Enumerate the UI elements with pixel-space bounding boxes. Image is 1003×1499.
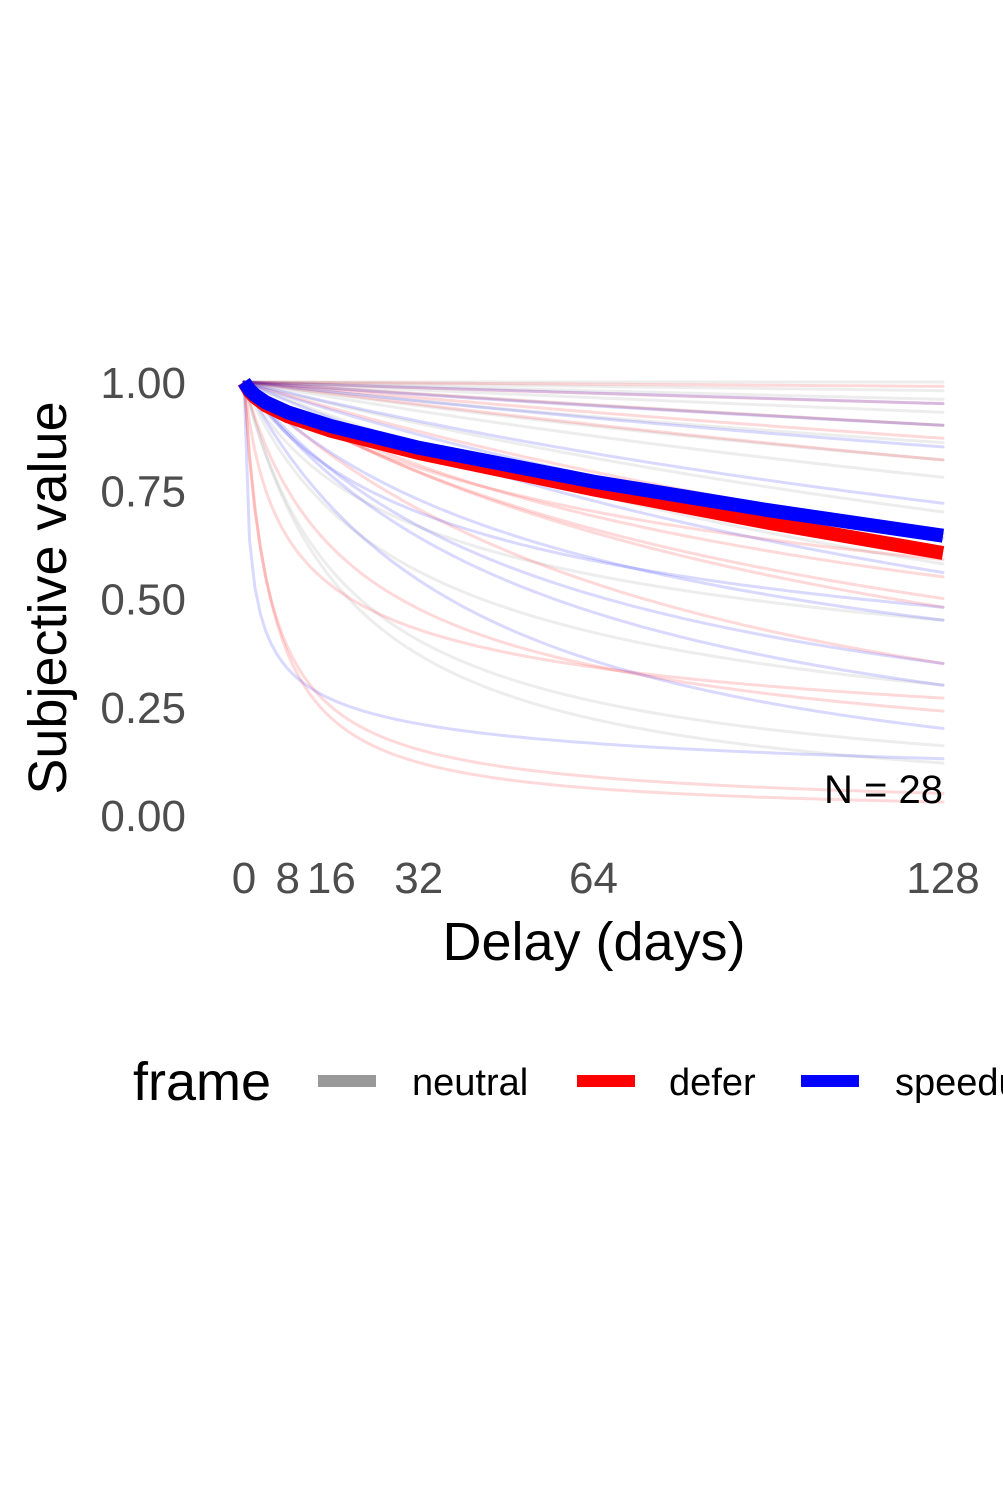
x-tick-label: 64 [569, 854, 618, 903]
curve-neutral-4 [242, 380, 945, 427]
curve-neutral-1 [242, 380, 945, 393]
legend-item-defer: defer [577, 1062, 756, 1104]
y-tick-label: 1.00 [100, 359, 186, 408]
x-tick-label: 128 [906, 854, 979, 903]
summary-line-speedup [238, 377, 945, 543]
curve-neutral-11 [242, 380, 945, 687]
legend-swatch [318, 1075, 376, 1087]
x-tick-label: 0 [232, 854, 256, 903]
x-axis-title: Delay (days) [442, 912, 745, 972]
curve-defer-26 [242, 380, 945, 713]
curve-speedup-32 [242, 380, 945, 505]
legend-item-neutral: neutral [318, 1062, 528, 1104]
y-tick-label: 0.50 [100, 576, 186, 625]
curve-neutral-2 [242, 380, 945, 401]
y-tick-label: 0.00 [100, 792, 186, 841]
curve-neutral-5 [242, 380, 945, 445]
y-axis-title: Subjective value [18, 401, 78, 794]
legend-title: frame [133, 1052, 271, 1112]
curve-defer-14 [242, 380, 945, 388]
y-tick-label: 0.75 [100, 467, 186, 516]
curve-neutral-6 [242, 380, 945, 462]
curve-speedup-36 [242, 380, 945, 622]
curve-defer-25 [242, 380, 945, 700]
curve-defer-27 [242, 380, 945, 795]
curve-defer-20 [242, 380, 945, 561]
curve-neutral-10 [242, 380, 945, 622]
curve-defer-15 [242, 380, 945, 406]
summary-curves [237, 377, 945, 560]
curve-neutral-7 [242, 380, 945, 479]
legend-label: defer [669, 1062, 756, 1104]
legend-label: speedup [895, 1062, 1003, 1104]
curve-speedup-39 [242, 380, 945, 730]
curve-speedup-30 [242, 380, 945, 427]
x-tick-label: 16 [307, 854, 356, 903]
curve-neutral-13 [242, 380, 945, 765]
individual-curves [242, 380, 945, 804]
curve-defer-24 [242, 380, 945, 665]
curve-defer-18 [242, 380, 945, 462]
x-tick-label: 8 [275, 854, 299, 903]
curve-speedup-38 [242, 380, 945, 687]
curve-speedup-40 [242, 380, 945, 761]
legend-items: neutral defer speedup [318, 1062, 1003, 1104]
curve-speedup-37 [242, 380, 945, 665]
y-tick-labels: 0.00 0.25 0.50 0.75 1.00 [100, 359, 186, 841]
x-tick-label: 32 [394, 854, 443, 903]
curve-speedup-35 [242, 380, 945, 609]
x-tick-labels: 0 8 16 32 64 128 [232, 854, 980, 903]
curve-defer-28 [242, 380, 945, 804]
curve-neutral-8 [242, 380, 945, 514]
legend-swatch [577, 1075, 635, 1087]
curve-defer-23 [242, 380, 945, 609]
curve-speedup-29 [242, 380, 945, 406]
curve-neutral-12 [242, 380, 945, 748]
curve-defer-16 [242, 380, 945, 427]
curve-neutral-3 [242, 380, 945, 414]
curve-defer-22 [242, 380, 945, 600]
legend-item-speedup: speedup [801, 1062, 1003, 1104]
curve-defer-17 [242, 380, 945, 440]
legend-swatch [801, 1075, 859, 1087]
legend: frame neutral defer speedup [133, 1052, 1003, 1112]
y-tick-label: 0.25 [100, 684, 186, 733]
sample-size-annotation: N = 28 [824, 768, 943, 812]
curve-speedup-31 [242, 380, 945, 449]
legend-label: neutral [412, 1062, 528, 1104]
